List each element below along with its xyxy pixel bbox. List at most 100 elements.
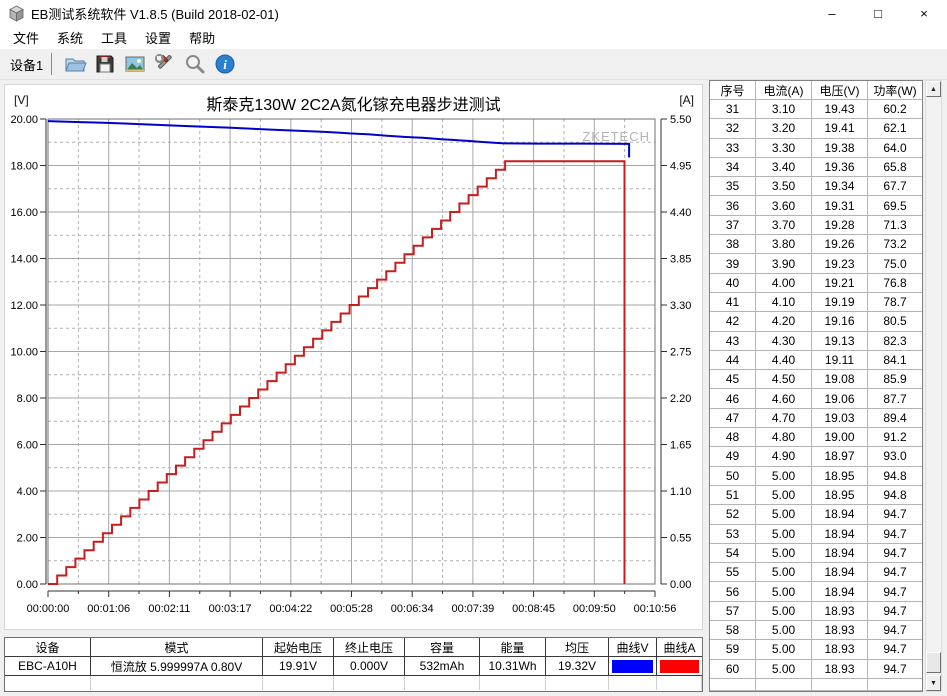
status-empty-cell [263,676,334,690]
save-button[interactable] [90,51,120,78]
table-row[interactable]: 48 4.80 19.00 91.2 [710,428,922,448]
table-cell: 57 [710,601,756,622]
table-cell: 73.2 [868,235,922,255]
table-row[interactable]: 37 3.70 19.28 71.3 [710,215,922,236]
open-file-button[interactable] [60,51,90,78]
table-scrollbar[interactable]: ▲ ▼ [925,80,942,692]
table-row[interactable]: 56 5.00 18.94 94.7 [710,582,922,602]
table-row[interactable]: 44 4.40 19.11 84.1 [710,350,922,371]
open-folder-icon [65,58,87,72]
plot-frame [47,118,656,585]
table-row[interactable]: 36 3.60 19.31 69.5 [710,196,922,216]
table-cell: 5.00 [756,640,812,660]
table-cell: 85.9 [868,370,922,390]
chart-plot: ZKETECH 20.00 5.50 00:00:00 18.00 4.95 00:01:0… [10,114,691,615]
table-row[interactable]: 42 4.20 19.16 80.5 [710,312,922,332]
left-axis-label: 0.00 [17,579,38,591]
left-axis-label: 8.00 [17,393,38,405]
status-empty-cell [657,676,702,690]
table-cell: 4.50 [756,370,812,390]
table-cell: 31 [710,100,756,120]
menu-item-2[interactable]: 工具 [101,31,128,46]
menu-item-0[interactable]: 文件 [13,31,40,46]
x-axis-label: 00:09:50 [573,603,616,615]
table-cell: 78.7 [868,293,922,313]
table-cell: 89.4 [868,409,922,429]
table-row[interactable]: 35 3.50 19.34 67.7 [710,177,922,197]
menu-item-3[interactable]: 设置 [145,31,172,46]
table-cell: 5.00 [756,601,812,622]
scroll-thumb[interactable] [926,652,941,673]
status-value-1: 恒流放 5.999997A 0.80V [91,657,263,676]
tools-button[interactable] [150,51,180,78]
table-row[interactable]: 50 5.00 18.95 94.8 [710,466,922,486]
table-row[interactable]: 49 4.90 18.97 93.0 [710,447,922,467]
table-cell: 19.26 [812,235,868,255]
table-cell: 64.0 [868,139,922,158]
table-cell: 19.16 [812,312,868,332]
status-value-row: EBC-A10H 恒流放 5.999997A 0.80V 19.91V 0.000V 5… [5,657,702,676]
series-voltage [47,120,631,158]
status-header-row: 设备 模式 起始电压 终止电压 容量 能量 均压 曲线V 曲线A [5,638,702,657]
menu-item-1[interactable]: 系统 [57,31,84,46]
status-header-1: 模式 [91,638,263,657]
table-row[interactable]: 60 5.00 18.93 94.7 [710,659,922,679]
table-cell: 19.19 [812,292,868,313]
export-image-button[interactable] [120,51,150,78]
close-button[interactable]: × [920,5,928,21]
table-row[interactable]: 45 4.50 19.08 85.9 [710,370,922,390]
table-cell: 46 [710,389,756,409]
table-row[interactable]: 40 4.00 19.21 76.8 [710,273,922,293]
table-cell: 5.00 [756,485,812,506]
table-cell: 19.43 [812,100,868,120]
table-row[interactable]: 39 3.90 19.23 75.0 [710,254,922,274]
table-cell-empty [756,678,812,691]
table-row[interactable]: 53 5.00 18.94 94.7 [710,524,922,544]
table-row[interactable]: 57 5.00 18.93 94.7 [710,601,922,622]
table-cell: 32 [710,119,756,139]
table-row[interactable]: 34 3.40 19.36 65.8 [710,157,922,178]
table-cell: 5.00 [756,543,812,564]
device-tab[interactable]: 设备1 [10,57,44,73]
table-row[interactable]: 52 5.00 18.94 94.7 [710,505,922,525]
table-cell: 45 [710,370,756,390]
menu-item-4[interactable]: 帮助 [189,31,216,46]
table-row[interactable]: 47 4.70 19.03 89.4 [710,408,922,429]
scroll-down-button[interactable]: ▼ [926,675,941,691]
table-cell: 51 [710,485,756,506]
table-cell: 4.10 [756,292,812,313]
status-value-3: 0.000V [334,657,405,676]
scroll-up-button[interactable]: ▲ [926,81,941,97]
table-cell: 84.1 [868,351,922,371]
table-cell: 5.00 [756,582,812,602]
table-row[interactable]: 31 3.10 19.43 60.2 [710,100,922,120]
table-row[interactable]: 43 4.30 19.13 82.3 [710,331,922,351]
x-axis-label: 00:01:06 [87,603,130,615]
status-value-5: 10.31Wh [480,657,546,676]
table-row[interactable]: 55 5.00 18.94 94.7 [710,563,922,583]
table-row[interactable]: 54 5.00 18.94 94.7 [710,543,922,564]
status-empty-cell [5,676,91,690]
table-cell: 43 [710,331,756,351]
table-row[interactable]: 59 5.00 18.93 94.7 [710,640,922,660]
zoom-button[interactable] [180,51,210,78]
status-empty-cell [91,676,263,690]
table-cell: 3.10 [756,100,812,120]
table-row[interactable]: 41 4.10 19.19 78.7 [710,292,922,313]
table-cell: 5.00 [756,524,812,544]
table-row[interactable]: 46 4.60 19.06 87.7 [710,389,922,409]
table-row[interactable]: 32 3.20 19.41 62.1 [710,119,922,139]
maximize-button[interactable]: □ [874,5,882,21]
table-row[interactable]: 51 5.00 18.95 94.8 [710,485,922,506]
x-axis-label: 00:02:11 [148,603,190,615]
table-cell: 76.8 [868,274,922,293]
table-row[interactable]: 33 3.30 19.38 64.0 [710,138,922,158]
table-row[interactable]: 38 3.80 19.26 73.2 [710,235,922,255]
watermark: ZKETECH [582,129,650,144]
table-cell: 3.90 [756,254,812,274]
about-button[interactable]: i [210,51,240,78]
table-cell: 94.7 [868,525,922,544]
left-axis-unit: [V] [14,93,29,107]
table-row[interactable]: 58 5.00 18.93 94.7 [710,621,922,641]
minimize-button[interactable]: – [828,5,836,21]
